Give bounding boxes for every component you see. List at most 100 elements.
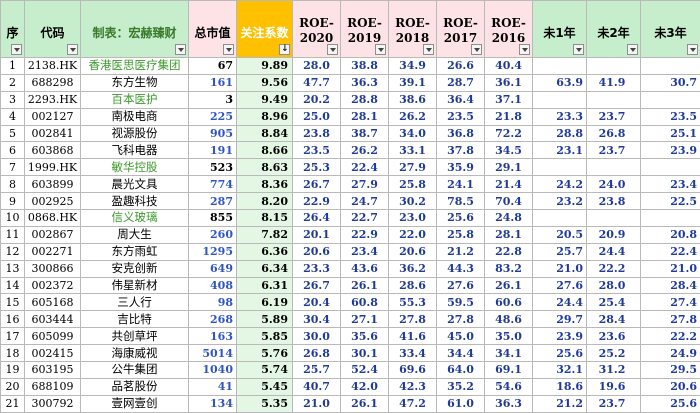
filter-dropdown-icon[interactable] [375, 44, 386, 55]
cell-roe-2019[interactable]: 28.8 [340, 90, 389, 109]
cell-code[interactable]: 603868 [24, 141, 81, 160]
cell-code[interactable]: 603444 [24, 310, 81, 329]
cell-code[interactable]: 1999.HK [24, 158, 81, 177]
cell-name[interactable]: 视源股份 [80, 124, 189, 143]
cell-next-1-year[interactable]: 21.0 [532, 259, 587, 278]
cell-roe-2017[interactable]: 37.8 [436, 141, 485, 160]
cell-focus-coefficient[interactable]: 6.19 [236, 293, 293, 312]
cell-roe-2018[interactable]: 38.6 [388, 90, 437, 109]
filter-dropdown-icon[interactable] [471, 44, 482, 55]
cell-roe-2017[interactable]: 28.7 [436, 73, 485, 92]
cell-name[interactable]: 香港医思医疗集团 [80, 57, 189, 75]
cell-roe-2018[interactable]: 33.1 [388, 141, 437, 160]
cell-code[interactable]: 002372 [24, 276, 81, 295]
cell-roe-2020[interactable]: 22.9 [292, 192, 341, 211]
table-row[interactable]: 7 1999.HK 敏华控股 523 8.63 25.3 22.4 27.9 35.9 29.1 [0, 158, 700, 177]
filter-dropdown-icon[interactable] [175, 44, 186, 55]
cell-next-2-year[interactable]: 28.4 [586, 310, 641, 329]
cell-next-3-year[interactable] [640, 158, 700, 177]
cell-next-1-year[interactable]: 63.9 [532, 73, 587, 92]
cell-roe-2020[interactable]: 28.0 [292, 57, 341, 75]
cell-roe-2019[interactable]: 38.8 [340, 57, 389, 75]
cell-seq[interactable]: 11 [0, 225, 25, 244]
cell-code[interactable]: 603899 [24, 175, 81, 194]
cell-next-3-year[interactable]: 20.8 [640, 225, 700, 244]
cell-roe-2020[interactable]: 25.7 [292, 361, 341, 379]
cell-next-3-year[interactable]: 25.1 [640, 124, 700, 143]
cell-roe-2017[interactable]: 26.6 [436, 57, 485, 75]
cell-next-1-year[interactable]: 18.6 [532, 377, 587, 396]
cell-next-1-year[interactable]: 20.5 [532, 225, 587, 244]
cell-roe-2020[interactable]: 20.2 [292, 90, 341, 109]
cell-seq[interactable]: 21 [0, 394, 25, 413]
cell-roe-2016[interactable]: 21.8 [484, 107, 533, 126]
table-row[interactable]: 21 300792 壹网壹创 134 5.35 21.0 26.1 47.2 61.0 36.3 2… [0, 394, 700, 413]
cell-roe-2016[interactable]: 34.5 [484, 141, 533, 160]
cell-code[interactable]: 605168 [24, 293, 81, 312]
cell-roe-2018[interactable]: 42.3 [388, 377, 437, 396]
cell-next-1-year[interactable] [532, 209, 587, 227]
table-row[interactable]: 13 300866 安克创新 649 6.34 23.3 43.6 36.2 44.3 83.2 2… [0, 259, 700, 278]
cell-focus-coefficient[interactable]: 8.36 [236, 175, 293, 194]
cell-next-2-year[interactable]: 23.7 [586, 107, 641, 126]
cell-seq[interactable]: 10 [0, 209, 25, 227]
cell-roe-2017[interactable]: 64.0 [436, 361, 485, 379]
table-row[interactable]: 16 603444 吉比特 268 5.89 30.4 27.1 27.8 27.8 48.6 29… [0, 310, 700, 329]
cell-roe-2019[interactable]: 38.7 [340, 124, 389, 143]
cell-roe-2020[interactable]: 30.4 [292, 310, 341, 329]
cell-name[interactable]: 敏华控股 [80, 158, 189, 177]
cell-next-3-year[interactable]: 21.0 [640, 259, 700, 278]
cell-next-1-year[interactable]: 32.1 [532, 361, 587, 379]
cell-roe-2017[interactable]: 36.4 [436, 90, 485, 109]
cell-name[interactable]: 共创草坪 [80, 327, 189, 346]
cell-market-cap[interactable]: 649 [188, 259, 237, 278]
cell-seq[interactable]: 14 [0, 276, 25, 295]
cell-roe-2019[interactable]: 27.9 [340, 175, 389, 194]
cell-next-3-year[interactable]: 22.4 [640, 242, 700, 261]
cell-roe-2019[interactable]: 60.8 [340, 293, 389, 312]
table-row[interactable]: 11 002867 周大生 260 7.82 20.1 22.9 22.0 25.8 28.1 20… [0, 225, 700, 244]
cell-name[interactable]: 三人行 [80, 293, 189, 312]
cell-roe-2018[interactable]: 20.6 [388, 242, 437, 261]
cell-next-1-year[interactable]: 21.2 [532, 394, 587, 413]
cell-roe-2018[interactable]: 23.0 [388, 209, 437, 227]
cell-roe-2016[interactable]: 21.4 [484, 175, 533, 194]
cell-market-cap[interactable]: 5014 [188, 344, 237, 363]
cell-roe-2019[interactable]: 26.1 [340, 394, 389, 413]
cell-focus-coefficient[interactable]: 9.49 [236, 90, 293, 109]
cell-roe-2016[interactable]: 29.1 [484, 158, 533, 177]
cell-next-3-year[interactable] [640, 57, 700, 75]
table-row[interactable]: 18 002415 海康威视 5014 5.76 26.8 30.1 33.4 34.4 34.1… [0, 344, 700, 363]
cell-seq[interactable]: 15 [0, 293, 25, 312]
cell-next-2-year[interactable]: 20.9 [586, 225, 641, 244]
table-row[interactable]: 6 603868 飞科电器 191 8.66 23.5 26.2 33.1 37.8 34.5 23… [0, 141, 700, 160]
cell-roe-2016[interactable]: 40.4 [484, 57, 533, 75]
cell-code[interactable]: 2138.HK [24, 57, 81, 75]
cell-next-3-year[interactable]: 29.5 [640, 361, 700, 379]
cell-roe-2016[interactable]: 26.1 [484, 276, 533, 295]
cell-market-cap[interactable]: 268 [188, 310, 237, 329]
cell-name[interactable]: 品茗股份 [80, 377, 189, 396]
table-row[interactable]: 20 688109 品茗股份 41 5.45 40.7 42.0 42.3 35.2 54.6 18… [0, 377, 700, 396]
cell-roe-2019[interactable]: 30.1 [340, 344, 389, 363]
cell-next-1-year[interactable]: 23.2 [532, 192, 587, 211]
cell-focus-coefficient[interactable]: 5.74 [236, 361, 293, 379]
cell-next-3-year[interactable]: 30.7 [640, 73, 700, 92]
cell-name[interactable]: 盈趣科技 [80, 192, 189, 211]
table-row[interactable]: 10 0868.HK 信义玻璃 855 8.15 26.4 22.7 23.0 25.6 24.8 [0, 209, 700, 227]
cell-roe-2018[interactable]: 39.1 [388, 73, 437, 92]
cell-next-2-year[interactable] [586, 57, 641, 75]
cell-next-3-year[interactable] [640, 90, 700, 109]
cell-roe-2020[interactable]: 25.3 [292, 158, 341, 177]
cell-next-2-year[interactable] [586, 158, 641, 177]
cell-focus-coefficient[interactable]: 8.84 [236, 124, 293, 143]
cell-seq[interactable]: 20 [0, 377, 25, 396]
cell-roe-2017[interactable]: 25.6 [436, 209, 485, 227]
cell-roe-2019[interactable]: 52.4 [340, 361, 389, 379]
cell-roe-2019[interactable]: 26.1 [340, 276, 389, 295]
cell-next-1-year[interactable]: 23.9 [532, 327, 587, 346]
cell-focus-coefficient[interactable]: 8.63 [236, 158, 293, 177]
cell-roe-2017[interactable]: 35.9 [436, 158, 485, 177]
cell-next-1-year[interactable] [532, 90, 587, 109]
cell-code[interactable]: 688109 [24, 377, 81, 396]
